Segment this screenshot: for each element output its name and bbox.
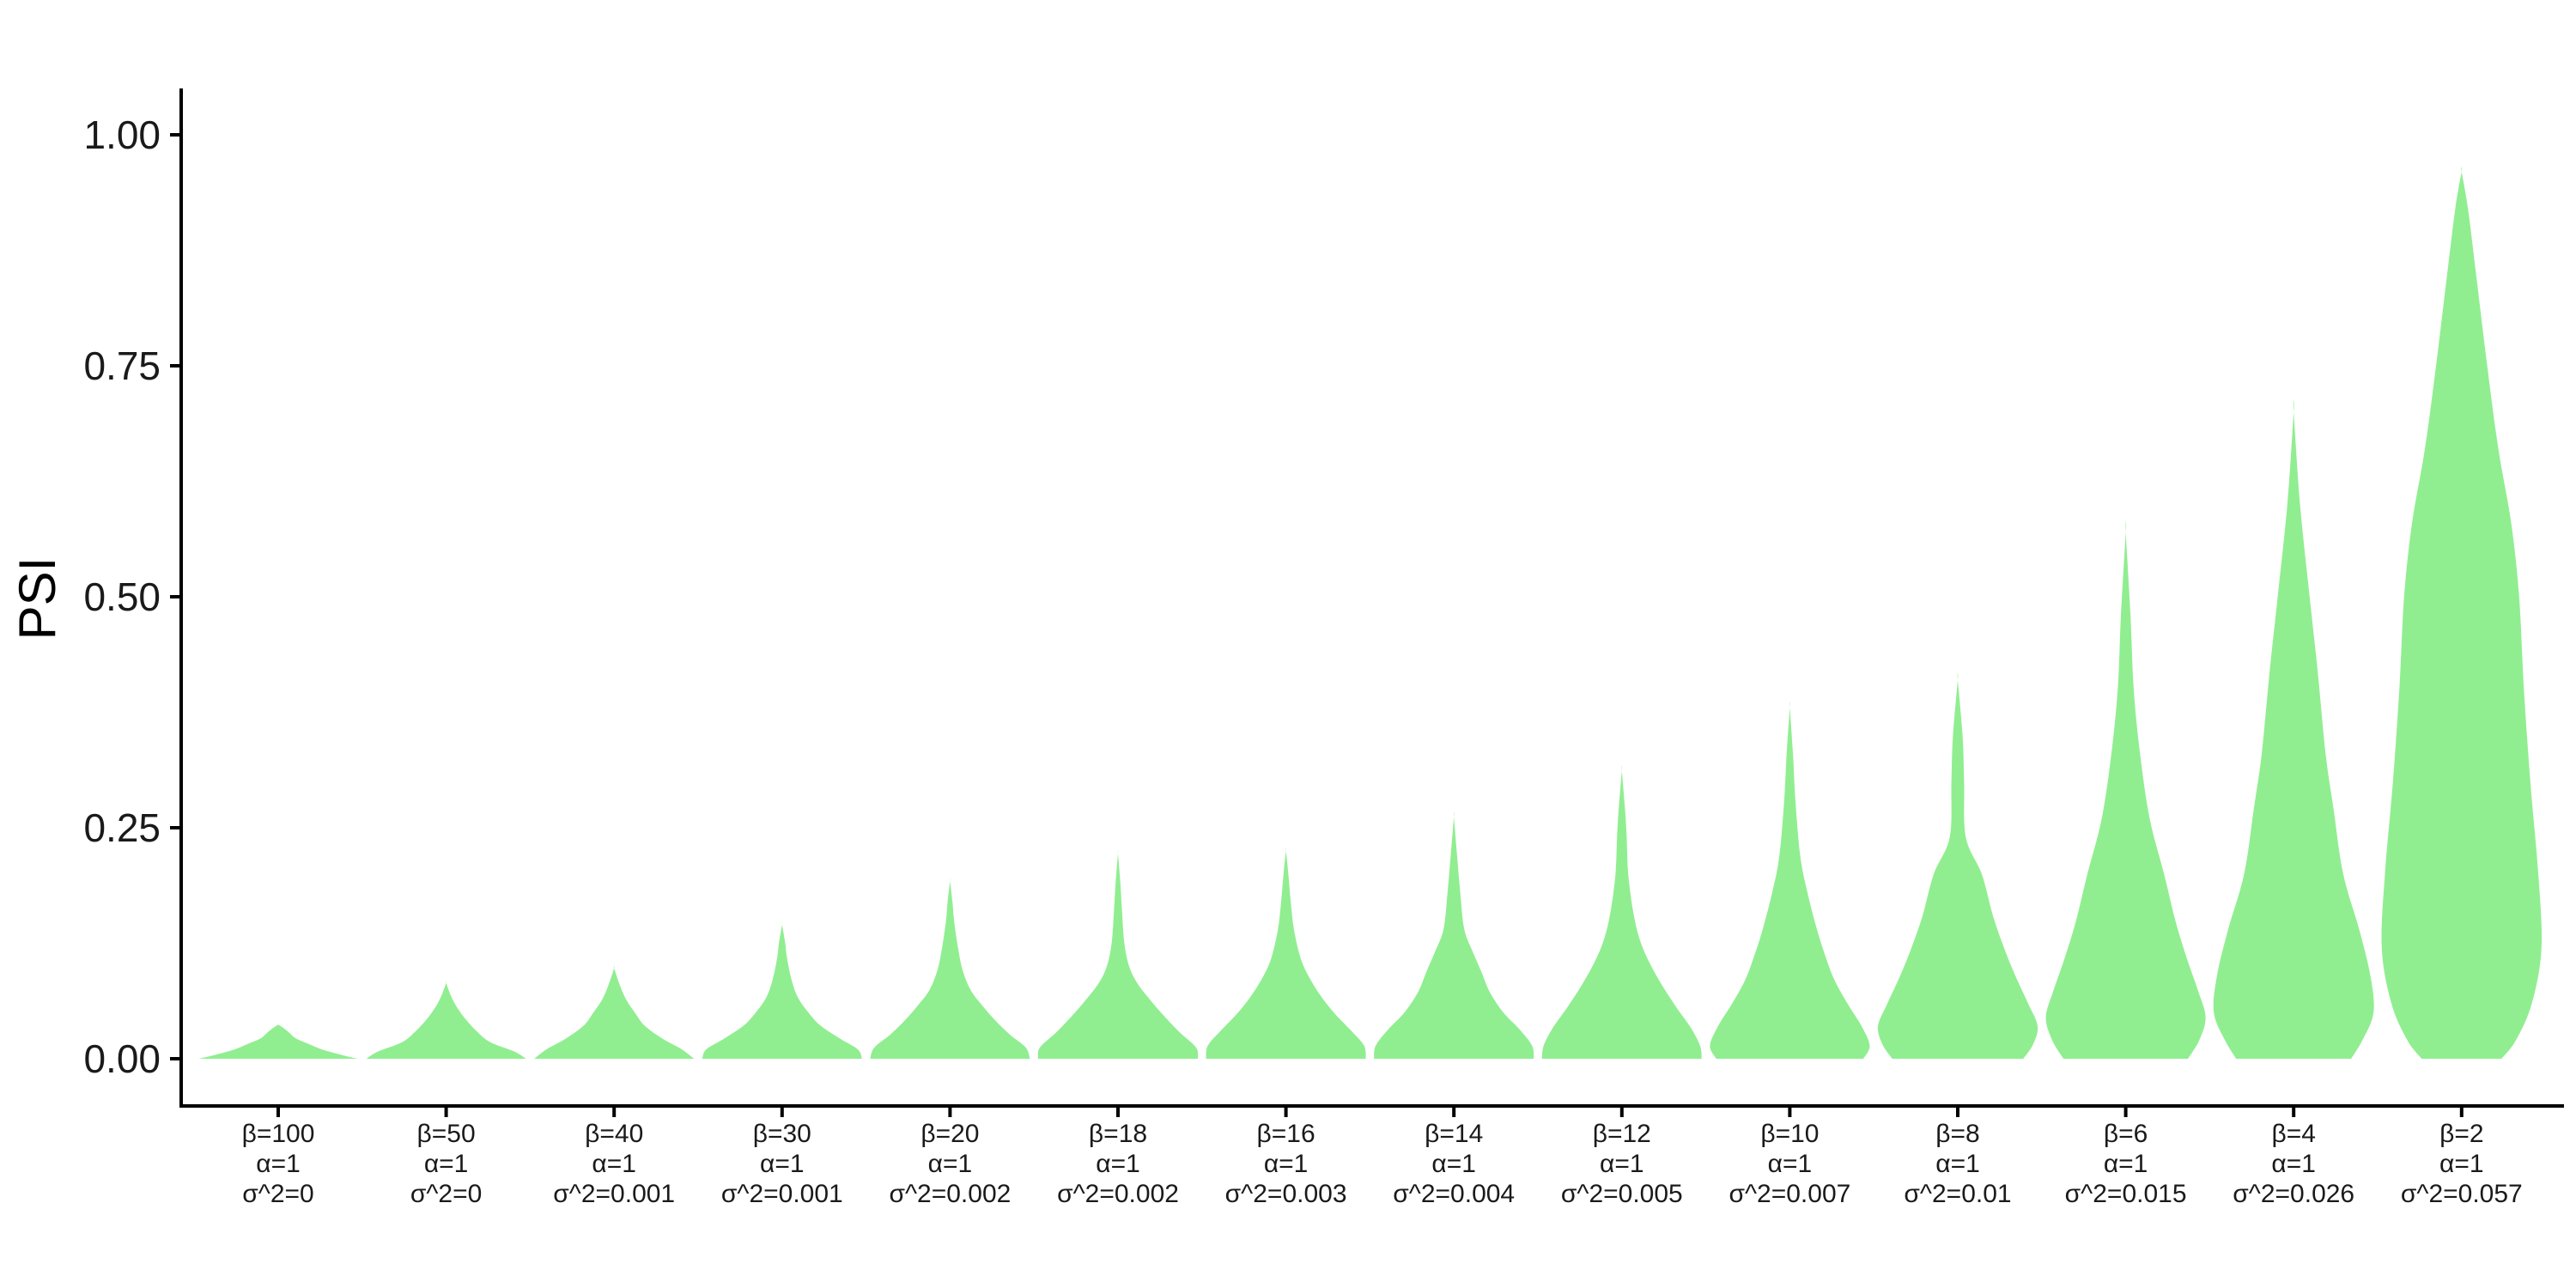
x-tick-label-line2: α=1 xyxy=(2104,1150,2148,1178)
x-tick-label-line3: σ^2=0.002 xyxy=(889,1180,1011,1208)
x-tick-label-line3: σ^2=0.004 xyxy=(1393,1180,1515,1208)
x-tick-label-line1: β=100 xyxy=(242,1120,315,1148)
x-tick-label-line3: σ^2=0.057 xyxy=(2401,1180,2523,1208)
x-tick-label-line3: σ^2=0.001 xyxy=(721,1180,843,1208)
x-tick-label-line3: σ^2=0.003 xyxy=(1225,1180,1347,1208)
violin-shape xyxy=(2381,167,2543,1059)
y-tick-label: 1.00 xyxy=(83,112,161,157)
violin-shape xyxy=(1710,702,1870,1059)
violin-shape xyxy=(1541,765,1702,1059)
x-tick-label-line1: β=10 xyxy=(1760,1120,1819,1148)
x-tick-label-line2: α=1 xyxy=(1600,1150,1644,1178)
x-tick-label-line2: α=1 xyxy=(1768,1150,1813,1178)
x-tick-label-line2: α=1 xyxy=(1264,1150,1309,1178)
x-tick-label-line2: α=1 xyxy=(928,1150,973,1178)
x-tick-label-line3: σ^2=0.005 xyxy=(1561,1180,1683,1208)
y-tick-label: 0.00 xyxy=(83,1036,161,1081)
x-tick-label-line1: β=2 xyxy=(2439,1120,2483,1148)
x-tick-label-line3: σ^2=0 xyxy=(410,1180,482,1208)
x-tick-label-line2: α=1 xyxy=(1096,1150,1140,1178)
x-tick-label-line1: β=4 xyxy=(2271,1120,2315,1148)
x-tick-label-line2: α=1 xyxy=(1431,1150,1476,1178)
x-tick-label-line1: β=30 xyxy=(753,1120,811,1148)
violin-shape xyxy=(1206,848,1366,1059)
x-tick-label-line1: β=12 xyxy=(1593,1120,1651,1148)
x-tick-label-line2: α=1 xyxy=(256,1150,301,1178)
violin-shape xyxy=(1037,849,1199,1059)
violin-shape xyxy=(2045,521,2206,1059)
x-tick-label-line2: α=1 xyxy=(2271,1150,2316,1178)
violin-shape xyxy=(366,981,526,1059)
violin-shape xyxy=(1374,811,1534,1059)
y-axis-ticks: 0.00 0.25 0.50 0.75 1.00 xyxy=(83,112,181,1081)
x-tick-label-line3: σ^2=0.002 xyxy=(1057,1180,1179,1208)
y-tick-label: 0.75 xyxy=(83,343,161,388)
violin-shape xyxy=(702,922,862,1059)
x-tick-label-line3: σ^2=0.001 xyxy=(553,1180,675,1208)
x-tick-label-line1: β=8 xyxy=(1935,1120,1979,1148)
x-tick-label-line3: σ^2=0.01 xyxy=(1904,1180,2011,1208)
x-tick-label-line1: β=50 xyxy=(417,1120,476,1148)
x-tick-label-line2: α=1 xyxy=(760,1150,805,1178)
violin-shape xyxy=(198,1024,358,1059)
violins-layer xyxy=(198,167,2543,1059)
y-axis-title: PSI xyxy=(9,557,66,641)
x-tick-label-line1: β=14 xyxy=(1425,1120,1483,1148)
x-tick-label-line1: β=6 xyxy=(2104,1120,2148,1148)
x-axis-ticks: β=100α=1σ^2=0β=50α=1σ^2=0β=40α=1σ^2=0.00… xyxy=(242,1106,2523,1208)
x-tick-label-line2: α=1 xyxy=(592,1150,636,1178)
x-tick-label-line1: β=40 xyxy=(585,1120,643,1148)
x-tick-label-line2: α=1 xyxy=(1935,1150,1980,1178)
y-tick-label: 0.25 xyxy=(83,805,161,850)
x-tick-label-line1: β=16 xyxy=(1257,1120,1315,1148)
x-tick-label-line3: σ^2=0.026 xyxy=(2233,1180,2354,1208)
violin-shape xyxy=(870,878,1030,1059)
violin-shape xyxy=(2213,400,2374,1059)
x-tick-label-line2: α=1 xyxy=(424,1150,469,1178)
violin-shape xyxy=(534,966,695,1059)
x-tick-label-line3: σ^2=0.007 xyxy=(1728,1180,1850,1208)
x-tick-label-line3: σ^2=0 xyxy=(242,1180,313,1208)
x-tick-label-line1: β=20 xyxy=(920,1120,979,1148)
x-tick-label-line2: α=1 xyxy=(2439,1150,2484,1178)
x-tick-label-line3: σ^2=0.015 xyxy=(2065,1180,2187,1208)
x-tick-label-line1: β=18 xyxy=(1089,1120,1147,1148)
violin-shape xyxy=(1877,672,2038,1059)
y-tick-label: 0.50 xyxy=(83,574,161,619)
